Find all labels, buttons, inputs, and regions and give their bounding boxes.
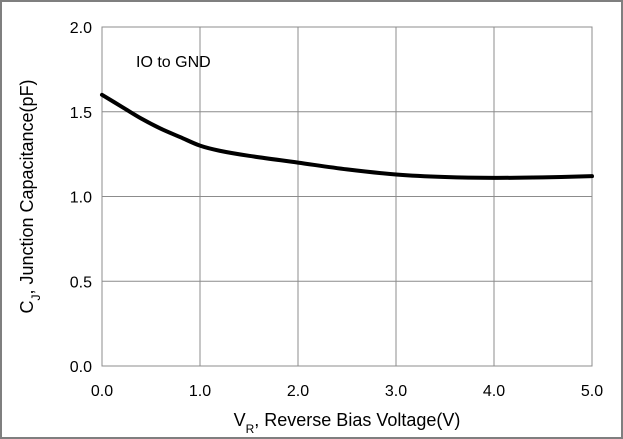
x-tick-label: 4.0 xyxy=(483,383,505,400)
y-axis-title: CJ, Junction Capacitance(pF) xyxy=(17,79,43,313)
grid xyxy=(101,26,593,367)
y-tick-label: 0.5 xyxy=(70,274,92,291)
y-tick-label: 1.5 xyxy=(70,105,92,122)
series-line xyxy=(100,92,594,180)
x-axis-title-rest: , Reverse Bias Voltage(V) xyxy=(254,410,460,430)
y-axis-title-sub: J xyxy=(29,295,43,301)
y-axis-ticks: 0.0 0.5 1.0 1.5 2.0 xyxy=(70,20,92,376)
y-axis-title-rest: , Junction Capacitance(pF) xyxy=(17,79,37,294)
y-tick-label: 0.0 xyxy=(70,359,92,376)
x-tick-label: 1.0 xyxy=(189,383,211,400)
y-axis-title-main: C xyxy=(17,301,37,314)
x-tick-label: 2.0 xyxy=(287,383,309,400)
y-tick-label: 1.0 xyxy=(70,190,92,207)
x-tick-label: 5.0 xyxy=(581,383,603,400)
annotation-label: IO to GND xyxy=(136,54,211,71)
x-tick-label: 3.0 xyxy=(385,383,407,400)
x-axis-title-main: V xyxy=(234,410,246,430)
x-tick-label: 0.0 xyxy=(91,383,113,400)
plot-area xyxy=(101,26,593,367)
x-axis-title: VR, Reverse Bias Voltage(V) xyxy=(234,410,461,436)
x-axis-title-sub: R xyxy=(246,422,255,436)
y-tick-label: 2.0 xyxy=(70,20,92,37)
x-axis-ticks: 0.0 1.0 2.0 3.0 4.0 5.0 xyxy=(91,383,603,400)
